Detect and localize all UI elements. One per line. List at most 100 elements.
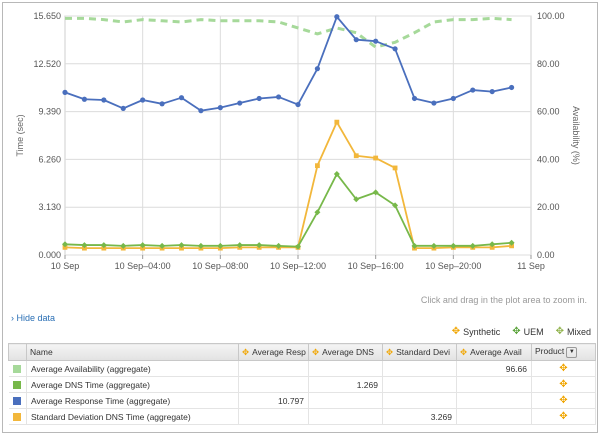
header-std-dev[interactable]: ✥ Standard Devi: [382, 343, 457, 361]
row-product-cell: ✥: [531, 392, 596, 409]
table-row[interactable]: Standard Deviation DNS Time (aggregate) 3…: [8, 408, 596, 425]
series-color-swatch: [13, 381, 22, 390]
y2-tick-label: 0.00: [537, 250, 555, 260]
data-point: [217, 242, 224, 249]
legend-synthetic[interactable]: ✥ Synthetic: [451, 326, 501, 338]
data-point: [275, 242, 282, 249]
data-point: [82, 245, 87, 251]
data-point: [295, 243, 301, 250]
data-point: [489, 244, 495, 250]
series-color-swatch: [13, 413, 22, 422]
row-std-dev-value: [382, 360, 457, 377]
data-point: [314, 209, 321, 216]
row-avg-avail-value: [456, 376, 532, 393]
header-product[interactable]: Product ▼: [531, 343, 596, 361]
row-product-cell: ✥: [531, 408, 596, 425]
data-point: [62, 244, 68, 250]
y-axis-label: Time (sec): [15, 114, 25, 156]
data-point: [334, 14, 340, 20]
header-avg-resp[interactable]: ✥ Average Resp: [238, 343, 309, 361]
legend-synthetic-label: Synthetic: [463, 327, 501, 337]
data-point: [62, 241, 68, 248]
row-avg-dns-value: 1.269: [308, 376, 383, 393]
data-point: [120, 242, 127, 249]
data-point: [431, 100, 437, 106]
data-point: [508, 239, 515, 246]
hide-data-link[interactable]: › Hide data: [11, 313, 56, 323]
data-point: [373, 38, 379, 44]
data-point: [100, 242, 107, 249]
legend-uem[interactable]: ✥ UEM: [512, 326, 543, 338]
data-point: [159, 242, 166, 249]
row-swatch-cell: [8, 392, 27, 409]
table-row[interactable]: Average Availability (aggregate) 96.66 ✥: [8, 360, 596, 377]
data-point: [315, 163, 320, 169]
data-point: [430, 242, 437, 249]
row-avg-dns-value: [308, 360, 383, 377]
table-row[interactable]: Average Response Time (aggregate) 10.797 ✥: [8, 392, 596, 409]
data-point: [450, 95, 456, 102]
row-name: Average Response Time (aggregate): [26, 392, 239, 409]
zoom-hint: Click and drag in the plot area to zoom …: [420, 295, 587, 305]
y2-tick-label: 40.00: [537, 154, 560, 164]
series-line-3: [64, 173, 512, 248]
x-tick-label: 10 Sep–12:00: [270, 261, 326, 271]
header-avg-avail[interactable]: ✥ Average Avail: [456, 343, 532, 361]
data-point: [159, 101, 165, 107]
data-point: [373, 155, 379, 161]
uem-icon: ✥: [512, 326, 521, 337]
x-tick-label: 10 Sep: [51, 261, 80, 271]
data-point: [353, 37, 359, 43]
x-tick-label: 10 Sep–08:00: [192, 261, 248, 271]
row-name: Average Availability (aggregate): [26, 360, 239, 377]
data-point: [237, 100, 243, 106]
synthetic-icon: ✥: [451, 326, 461, 337]
synthetic-icon: ✥: [559, 363, 568, 374]
row-avg-avail-value: 96.66: [456, 360, 532, 377]
header-std-dev-label: Standard Devi: [396, 346, 450, 357]
data-point: [509, 243, 514, 249]
y2-tick-label: 100.00: [537, 11, 565, 21]
data-point: [392, 46, 398, 52]
data-point: [411, 95, 418, 102]
data-point: [450, 242, 457, 249]
chevron-down-icon[interactable]: ▼: [566, 346, 578, 358]
synthetic-icon: ✥: [559, 379, 568, 390]
row-std-dev-value: [382, 376, 457, 393]
row-avg-resp-value: [238, 360, 309, 377]
row-product-cell: ✥: [531, 376, 596, 393]
data-point: [179, 245, 184, 251]
data-point: [314, 66, 321, 72]
data-point: [256, 242, 263, 249]
legend-mixed-label: Mixed: [566, 327, 591, 337]
synthetic-icon: ✥: [242, 346, 250, 357]
data-point: [197, 242, 204, 249]
row-std-dev-value: 3.269: [382, 408, 457, 425]
series-color-swatch: [13, 365, 22, 374]
y-tick-label: 9.390: [38, 107, 61, 117]
line-chart[interactable]: 0.000 0.00 3.130 20.00 6.260 40.00 9.390 60.00 1…: [3, 3, 597, 293]
data-table: Name ✥ Average Resp ✥ Average DNS ✥ Standar…: [8, 343, 596, 425]
product-legend: ✥ Synthetic ✥ UEM ✥ Mixed: [451, 326, 591, 338]
y-tick-label: 12.520: [33, 59, 61, 69]
series-line-1: [64, 15, 512, 112]
header-avg-dns[interactable]: ✥ Average DNS: [308, 343, 383, 361]
header-avg-dns-label: Average DNS: [322, 346, 374, 357]
header-name[interactable]: Name: [26, 343, 239, 361]
data-point: [469, 242, 476, 249]
data-point: [353, 153, 359, 159]
row-swatch-cell: [8, 360, 27, 377]
x-tick-label: 10 Sep–20:00: [425, 261, 481, 271]
row-avg-resp-value: [238, 376, 309, 393]
row-avg-resp-value: [238, 408, 309, 425]
legend-mixed[interactable]: ✥ Mixed: [555, 326, 591, 338]
series-line-0: [65, 16, 512, 49]
mixed-icon: ✥: [555, 326, 564, 337]
synthetic-icon: ✥: [312, 346, 320, 357]
y-tick-label: 15.650: [33, 11, 61, 21]
table-header-row: Name ✥ Average Resp ✥ Average DNS ✥ Standar…: [8, 343, 596, 361]
data-point: [178, 95, 185, 101]
data-point: [333, 171, 340, 178]
table-row[interactable]: Average DNS Time (aggregate) 1.269 ✥: [8, 376, 596, 393]
data-point: [256, 95, 262, 102]
